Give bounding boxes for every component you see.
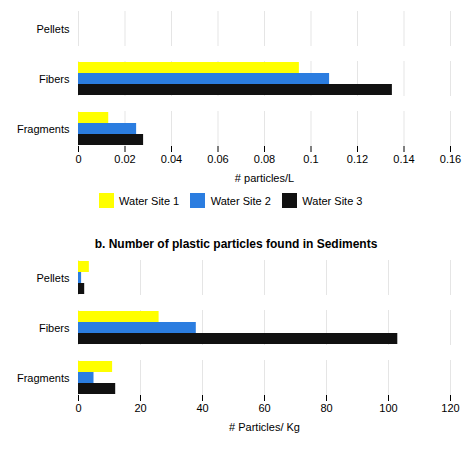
svg-text:120: 120 bbox=[441, 402, 459, 414]
svg-text:0.02: 0.02 bbox=[114, 153, 135, 165]
svg-text:0.1: 0.1 bbox=[303, 153, 318, 165]
html-text:Water Site 2: Water Site 2 bbox=[210, 194, 271, 207]
svg-text:80: 80 bbox=[320, 402, 332, 414]
svg-text:100: 100 bbox=[379, 402, 397, 414]
svg-text:# particles/L: # particles/L bbox=[235, 172, 294, 184]
svg-text:0.14: 0.14 bbox=[393, 153, 414, 165]
svg-text:0: 0 bbox=[75, 402, 81, 414]
html-text:Water Site 3: Water Site 3 bbox=[302, 194, 363, 207]
svg-text:0.12: 0.12 bbox=[347, 153, 368, 165]
svg-text:0: 0 bbox=[75, 153, 81, 165]
svg-text:Fragments: Fragments bbox=[17, 371, 70, 383]
html-text:b. Number of plastic particles: b. Number of plastic particles found in … bbox=[94, 236, 378, 251]
svg-text:Fragments: Fragments bbox=[17, 123, 70, 135]
svg-text:0.04: 0.04 bbox=[161, 153, 182, 165]
svg-text:0.16: 0.16 bbox=[440, 153, 461, 165]
html-text:Water Site 1: Water Site 1 bbox=[119, 194, 180, 207]
svg-text:40: 40 bbox=[196, 402, 208, 414]
svg-text:Pellets: Pellets bbox=[36, 271, 70, 283]
svg-text:20: 20 bbox=[134, 402, 146, 414]
svg-text:0.08: 0.08 bbox=[254, 153, 275, 165]
svg-text:Fibers: Fibers bbox=[39, 73, 70, 85]
svg-text:# Particles/ Kg: # Particles/ Kg bbox=[229, 420, 300, 432]
svg-text:0.06: 0.06 bbox=[207, 153, 228, 165]
svg-text:Pellets: Pellets bbox=[36, 23, 70, 35]
svg-text:Fibers: Fibers bbox=[39, 321, 70, 333]
svg-text:60: 60 bbox=[258, 402, 270, 414]
